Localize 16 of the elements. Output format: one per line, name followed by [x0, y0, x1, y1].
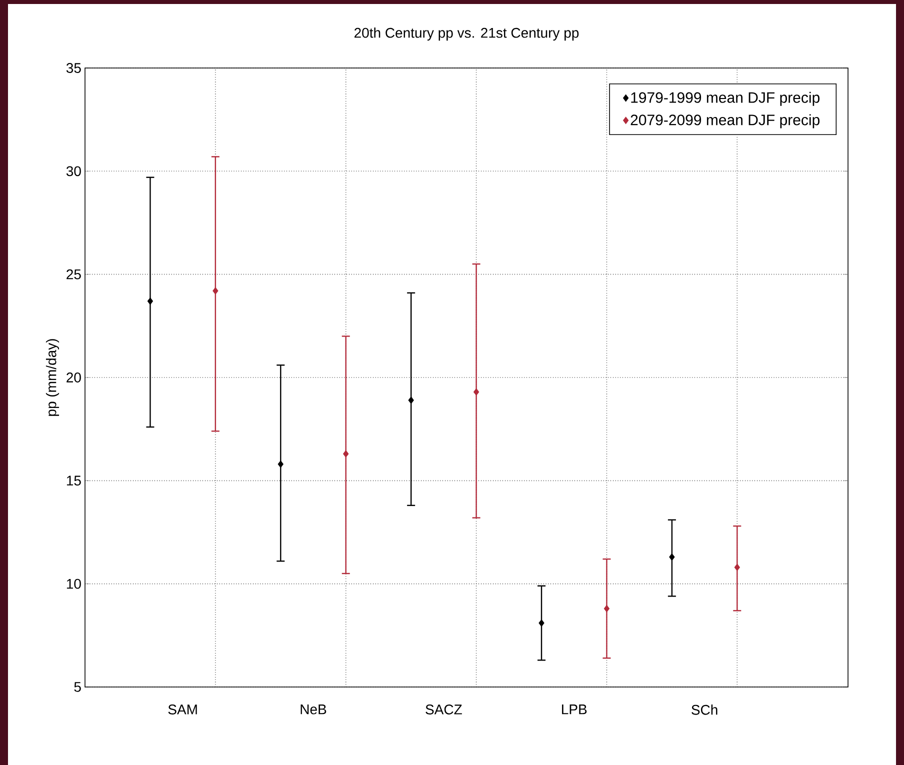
y-tick-label: 35 — [66, 63, 81, 73]
chart-title: 20th Century pp vs. 21st Century pp — [354, 28, 579, 41]
y-tick-label: 10 — [66, 578, 81, 589]
y-tick-label: 15 — [66, 476, 81, 486]
x-tick-label: SCh — [692, 704, 718, 715]
x-tick-label: SAM — [168, 704, 197, 714]
legend-label: 1979-1999 mean DJF precip — [631, 92, 820, 106]
x-tick-label: LPB — [562, 704, 587, 714]
y-tick-label: 5 — [74, 682, 81, 692]
legend-label: 2079-2099 mean DJF precip — [630, 114, 820, 128]
y-tick-label: 25 — [66, 269, 81, 280]
y-tick-label: 30 — [66, 166, 81, 176]
x-tick-label: SACZ — [426, 704, 462, 714]
y-tick-label: 20 — [66, 372, 81, 382]
y-axis-title: pp (mm/day) — [46, 339, 60, 416]
x-tick-label: NeB — [300, 704, 326, 714]
